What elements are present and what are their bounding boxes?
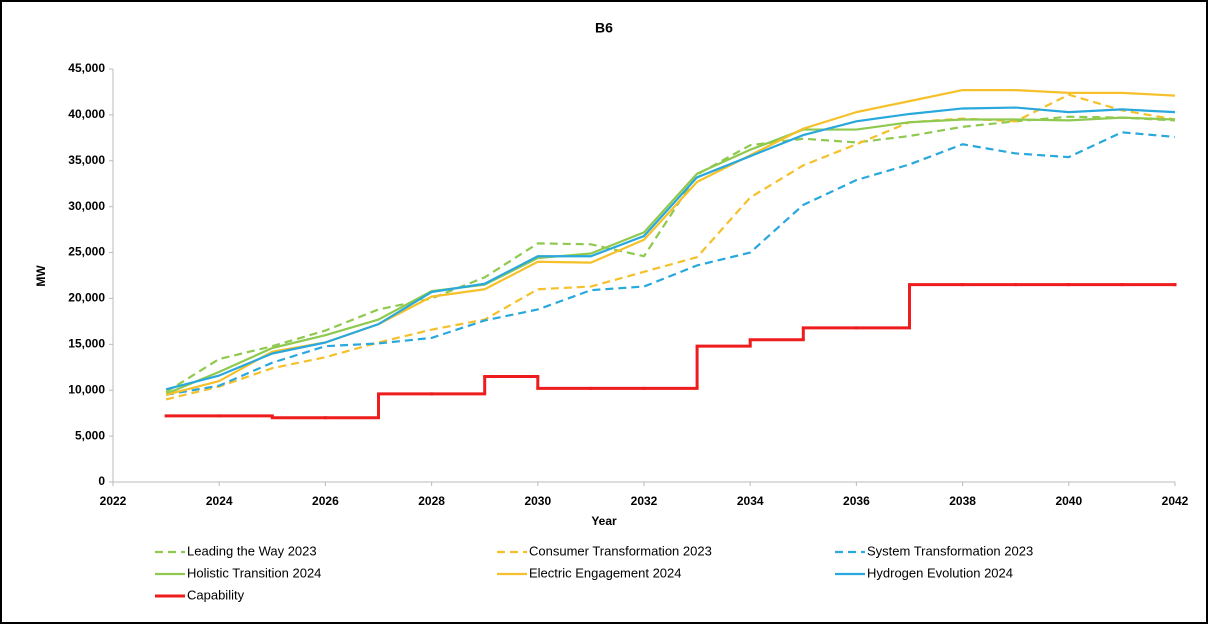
legend-label: Holistic Transition 2024 [187,565,321,580]
y-tick-label: 40,000 [68,107,105,121]
x-tick-label: 2022 [100,494,127,508]
y-axis-title: MW [34,265,48,287]
series-line [165,115,1176,393]
x-axis-title: Year [591,514,617,528]
x-tick-label: 2026 [312,494,339,508]
legend-label: Leading the Way 2023 [187,543,317,558]
y-tick-label: 5,000 [75,428,105,442]
y-tick-label: 35,000 [68,153,105,167]
y-tick-label: 0 [98,474,105,488]
x-tick-label: 2034 [737,494,764,508]
legend-label: Electric Engagement 2024 [529,565,681,580]
legend-label: Capability [187,587,245,602]
x-tick-label: 2040 [1055,494,1082,508]
x-tick-label: 2030 [524,494,551,508]
x-tick-label: 2038 [949,494,976,508]
legend-label: System Transformation 2023 [867,543,1033,558]
x-tick-label: 2032 [631,494,658,508]
y-tick-label: 15,000 [68,337,105,351]
legend-label: Consumer Transformation 2023 [529,543,712,558]
series-line [165,93,1176,401]
x-tick-label: 2024 [206,494,233,508]
x-tick-label: 2036 [843,494,870,508]
series-line [165,131,1176,396]
y-tick-label: 25,000 [68,245,105,259]
legend-label: Hydrogen Evolution 2024 [867,565,1013,580]
y-tick-label: 30,000 [68,199,105,213]
x-tick-label: 2042 [1162,494,1189,508]
y-tick-label: 10,000 [68,382,105,396]
y-tick-label: 45,000 [68,61,105,75]
x-tick-label: 2028 [418,494,445,508]
series-line [165,106,1176,391]
chart-title: B6 [595,20,613,36]
series-line [165,116,1176,395]
y-tick-label: 20,000 [68,291,105,305]
